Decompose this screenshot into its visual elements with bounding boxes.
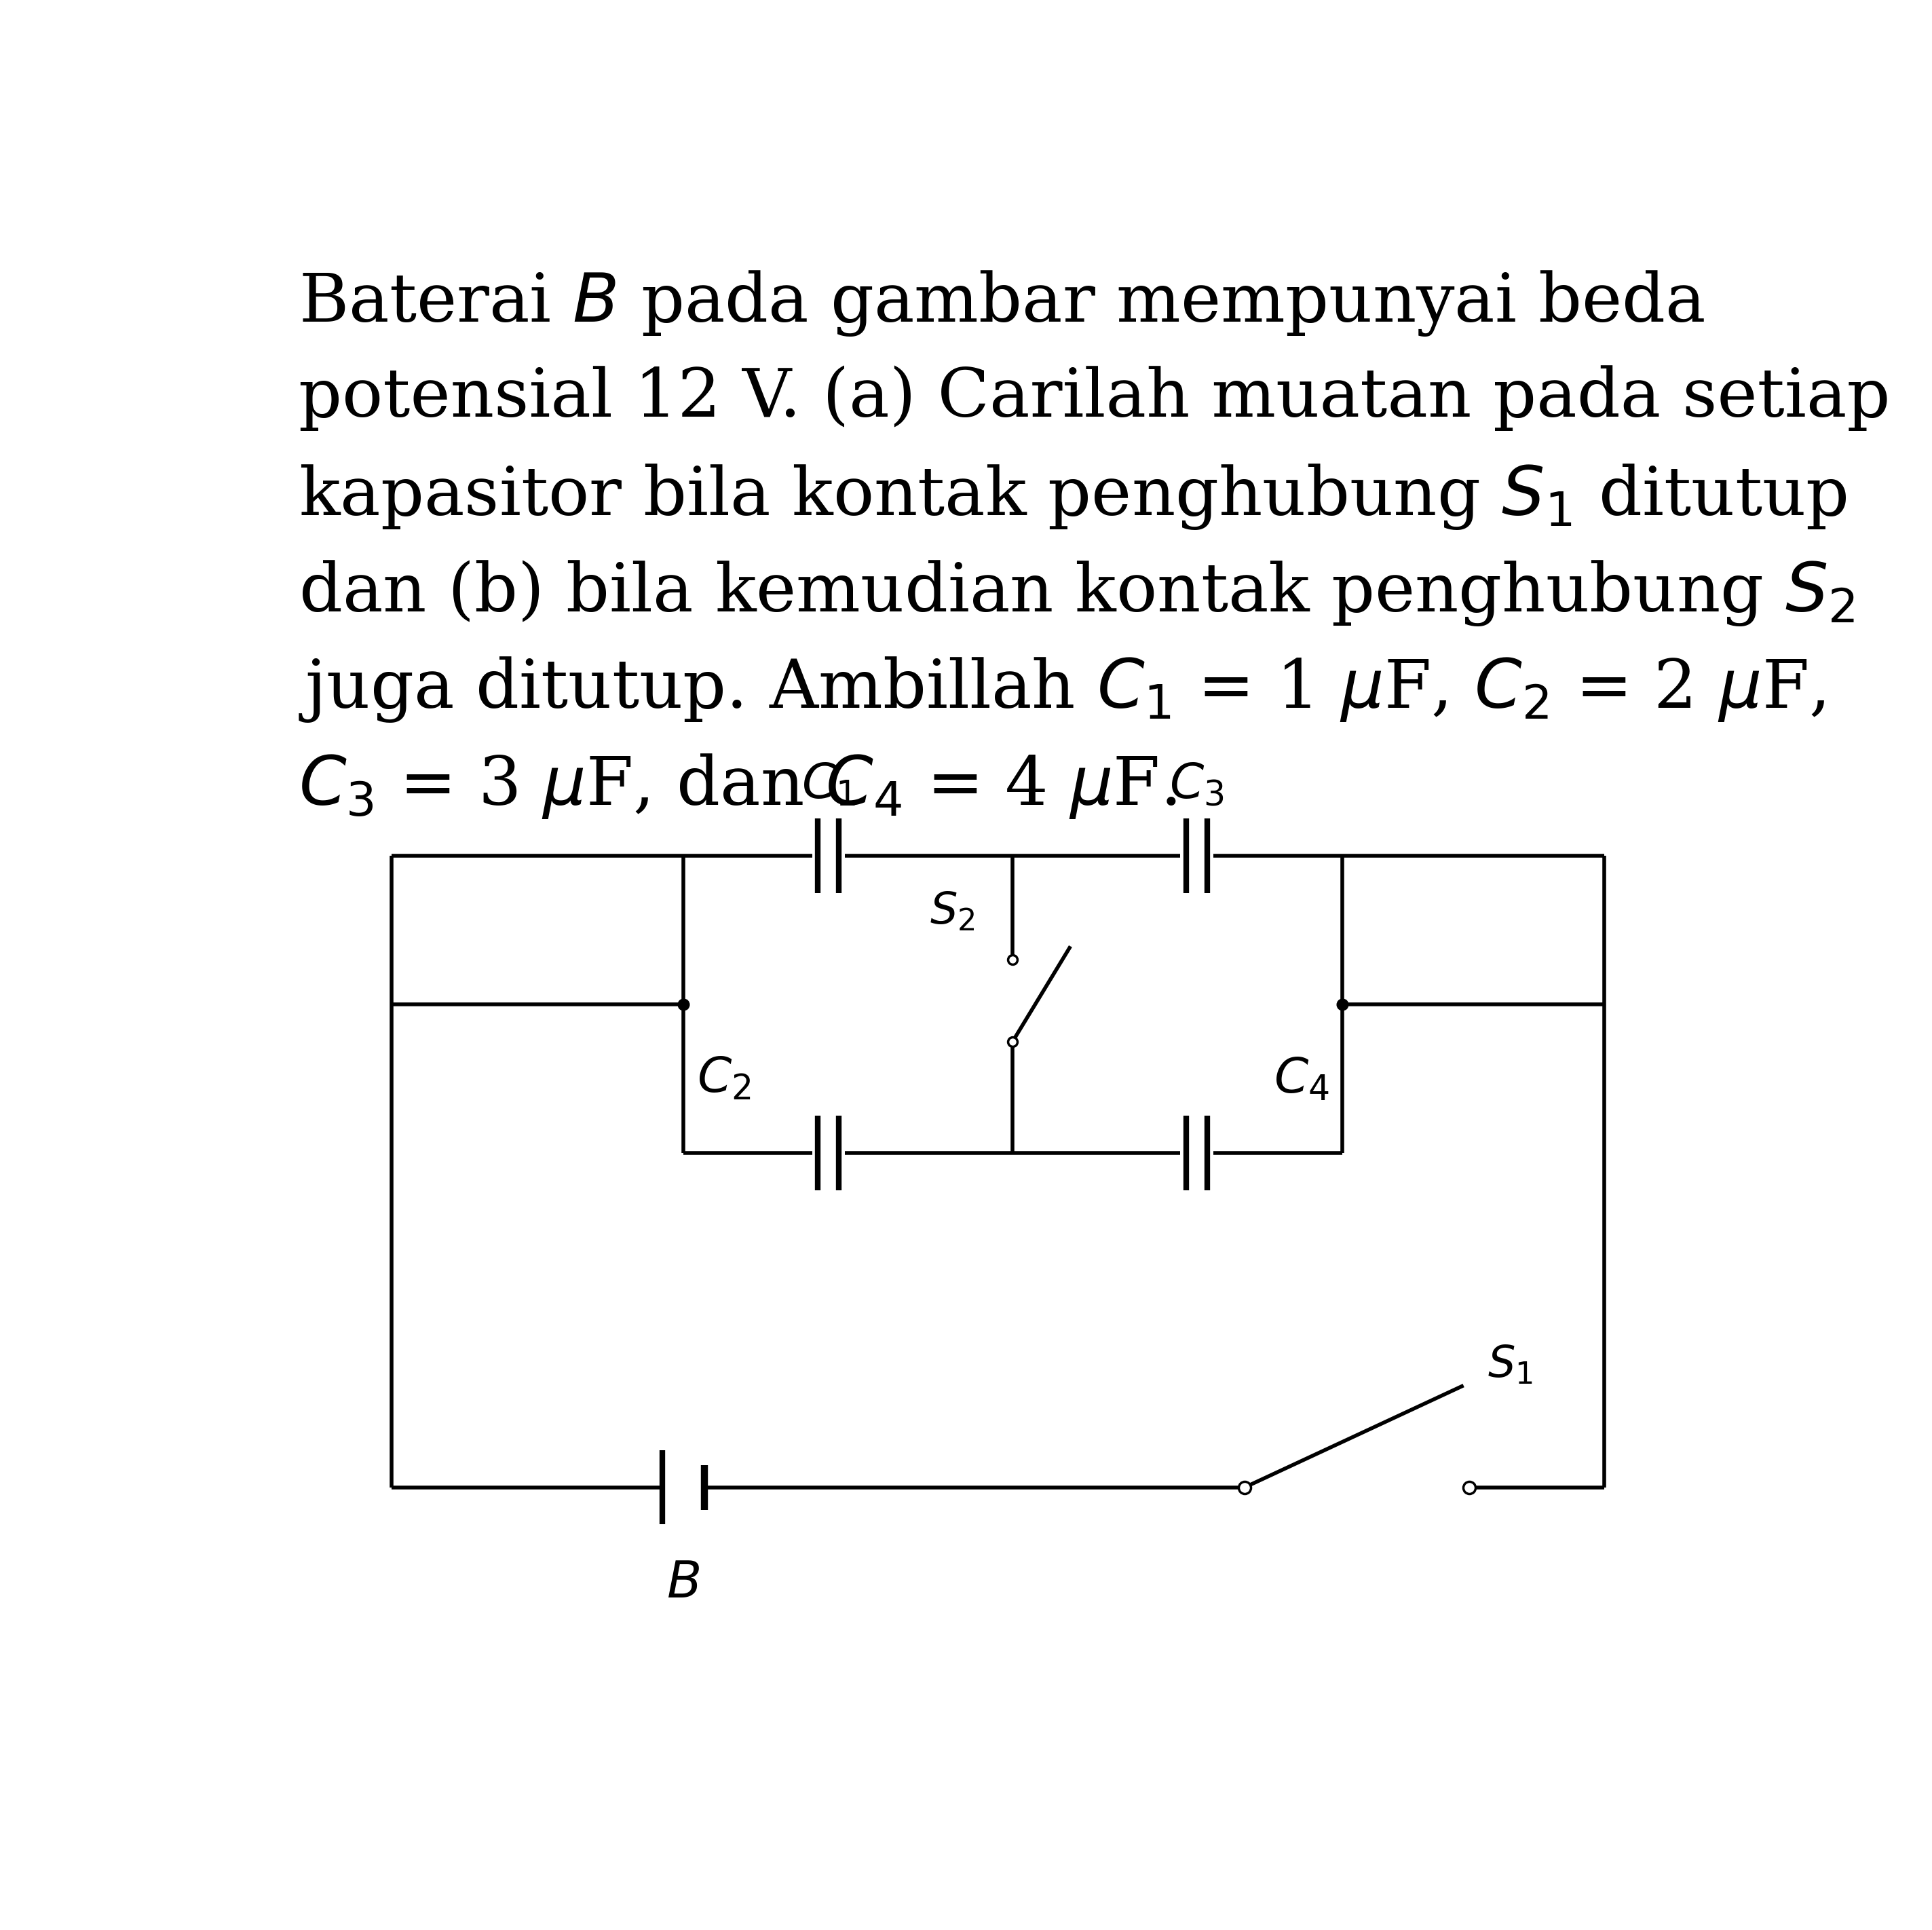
Text: $C_2$: $C_2$ — [697, 1054, 752, 1102]
Text: $C_4$: $C_4$ — [1273, 1054, 1329, 1102]
Text: potensial 12 V. (a) Carilah muatan pada setiap: potensial 12 V. (a) Carilah muatan pada … — [298, 365, 1889, 430]
Text: kapasitor bila kontak penghubung $S_1$ ditutup: kapasitor bila kontak penghubung $S_1$ d… — [298, 461, 1847, 531]
Text: Baterai $\mathit{B}$ pada gambar mempunyai beda: Baterai $\mathit{B}$ pada gambar mempuny… — [298, 268, 1704, 338]
Text: $C_1$: $C_1$ — [802, 760, 856, 809]
Text: $C_3$: $C_3$ — [1169, 760, 1225, 809]
Text: $\mathit{B}$: $\mathit{B}$ — [667, 1559, 699, 1608]
Text: $C_3$ = 3 $\mu$F, dan $C_4$ = 4 $\mu$F.: $C_3$ = 3 $\mu$F, dan $C_4$ = 4 $\mu$F. — [298, 753, 1177, 820]
Text: $S_1$: $S_1$ — [1488, 1343, 1532, 1386]
Text: dan (b) bila kemudian kontak penghubung $S_2$: dan (b) bila kemudian kontak penghubung … — [298, 558, 1855, 627]
Text: juga ditutup. Ambillah $C_1$ = 1 $\mu$F, $C_2$ = 2 $\mu$F,: juga ditutup. Ambillah $C_1$ = 1 $\mu$F,… — [298, 654, 1824, 724]
Text: $S_2$: $S_2$ — [929, 890, 976, 932]
